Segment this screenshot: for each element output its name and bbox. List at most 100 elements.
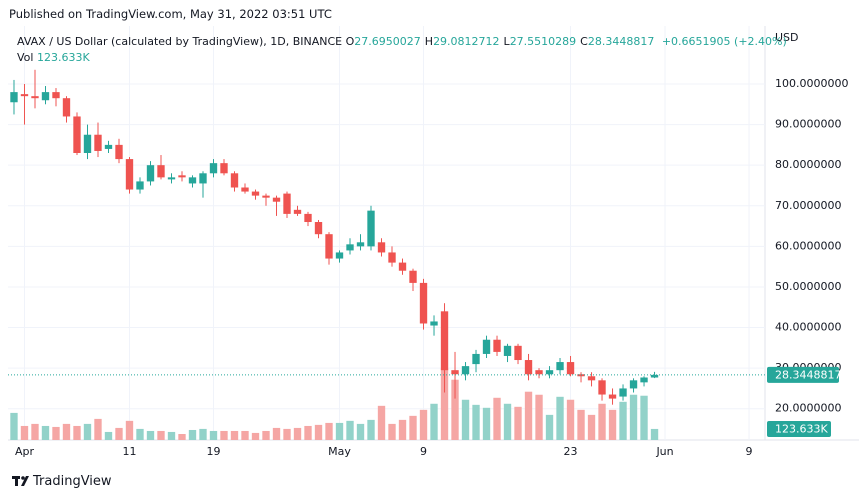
candle-body xyxy=(619,388,627,397)
volume-legend: Vol 123.633K xyxy=(17,51,90,64)
volume-bar xyxy=(220,430,228,440)
x-tick-label: Apr xyxy=(15,445,35,458)
volume-name: Vol xyxy=(17,51,34,64)
candle-body xyxy=(356,242,365,247)
candle-body xyxy=(314,222,323,235)
candle-body xyxy=(283,193,291,214)
candle-body xyxy=(598,380,606,395)
candle-body xyxy=(220,163,228,174)
volume-bar xyxy=(146,430,155,440)
volume-layer xyxy=(10,368,659,440)
volume-bar xyxy=(629,394,638,440)
volume-bar xyxy=(346,420,354,440)
volume-bar xyxy=(587,414,596,440)
volume-bar xyxy=(367,419,375,440)
volume-bar xyxy=(293,427,302,440)
footer-brand: TradingView xyxy=(33,474,112,489)
ohlc-value: 28.3448817 xyxy=(587,35,655,48)
y-tick-label: 90.0000000 xyxy=(775,118,841,131)
volume-bar xyxy=(272,427,281,440)
candle-body xyxy=(430,321,438,326)
candle-body xyxy=(83,134,92,153)
volume-bar xyxy=(451,379,459,440)
candle-body xyxy=(409,270,417,283)
candle-body xyxy=(461,366,470,375)
candle-body xyxy=(304,213,312,223)
symbol-title: AVAX / US Dollar (calculated by TradingV… xyxy=(17,35,343,48)
candle-body xyxy=(608,394,617,399)
price-tag xyxy=(767,366,839,383)
candle-body xyxy=(650,374,659,378)
x-tick-label: Jun xyxy=(655,445,673,458)
candle-body xyxy=(146,165,155,182)
candle-body xyxy=(325,234,333,259)
volume-bar xyxy=(83,423,92,440)
y-tick-label: 80.0000000 xyxy=(775,158,841,171)
candle-body xyxy=(73,116,81,153)
ohlc-values: O27.6950027 H29.0812712 L27.5510289 C28.344… xyxy=(346,35,659,48)
volume-bar xyxy=(304,425,312,440)
candle-body xyxy=(346,244,354,251)
ohlc-value: 27.5510289 xyxy=(509,35,577,48)
volume-bar xyxy=(199,428,207,440)
volume-bar xyxy=(482,407,491,440)
volume-bar xyxy=(398,419,407,440)
volume-bar xyxy=(283,428,291,440)
candle-body xyxy=(10,92,18,103)
candle-body xyxy=(199,173,207,184)
volume-bar xyxy=(125,420,134,440)
volume-bar xyxy=(461,399,470,440)
volume-bar xyxy=(251,432,260,440)
x-tick-label: 9 xyxy=(746,445,753,458)
candle-body xyxy=(31,96,39,99)
volume-bar xyxy=(409,415,417,440)
volume-bar xyxy=(31,423,39,440)
candle-body xyxy=(104,144,113,149)
y-tick-label: 20.0000000 xyxy=(775,402,841,415)
volume-bar xyxy=(514,406,522,440)
candle-body xyxy=(440,311,449,371)
candle-body xyxy=(41,92,50,101)
candle-layer xyxy=(10,69,659,405)
volume-bar xyxy=(545,414,554,440)
volume-bar xyxy=(650,428,659,440)
candle-body xyxy=(167,177,176,180)
volume-bar xyxy=(241,430,249,440)
ohlc-key: C xyxy=(580,35,588,48)
axes: 20.000000030.000000040.000000050.0000000… xyxy=(8,77,848,458)
candle-body xyxy=(629,380,638,389)
ohlc-key: L xyxy=(503,35,510,48)
volume-tag xyxy=(767,420,831,437)
publish-header: Published on TradingView.com, May 31, 20… xyxy=(9,7,332,21)
candle-body xyxy=(377,242,386,253)
price-tag-label: 28.3448817 xyxy=(775,368,841,381)
y-tick-label: 100.0000000 xyxy=(775,77,848,90)
volume-bar xyxy=(314,424,323,440)
volume-value: 123.633K xyxy=(36,51,90,64)
candle-body xyxy=(241,187,249,192)
candle-body xyxy=(451,370,459,375)
volume-bar xyxy=(262,430,270,440)
volume-bar xyxy=(577,409,585,440)
volume-bar xyxy=(356,423,365,440)
candle-body xyxy=(209,163,218,174)
volume-bar xyxy=(472,404,480,440)
candle-body xyxy=(367,210,375,247)
x-tick-label: 11 xyxy=(122,445,136,458)
volume-bar xyxy=(619,401,627,440)
volume-bar xyxy=(157,430,165,440)
y-tick-label: 50.0000000 xyxy=(775,280,841,293)
volume-bar xyxy=(188,429,197,440)
legend: AVAX / US Dollar (calculated by TradingV… xyxy=(17,35,787,48)
volume-bar xyxy=(10,412,18,440)
logo xyxy=(12,476,29,486)
volume-bar xyxy=(566,399,575,440)
volume-bar xyxy=(209,430,218,440)
candle-body xyxy=(566,362,575,375)
volume-bar xyxy=(230,430,239,440)
candle-body xyxy=(62,98,71,117)
candle-body xyxy=(230,173,239,188)
candle-body xyxy=(115,144,123,160)
volume-bar xyxy=(556,396,564,440)
